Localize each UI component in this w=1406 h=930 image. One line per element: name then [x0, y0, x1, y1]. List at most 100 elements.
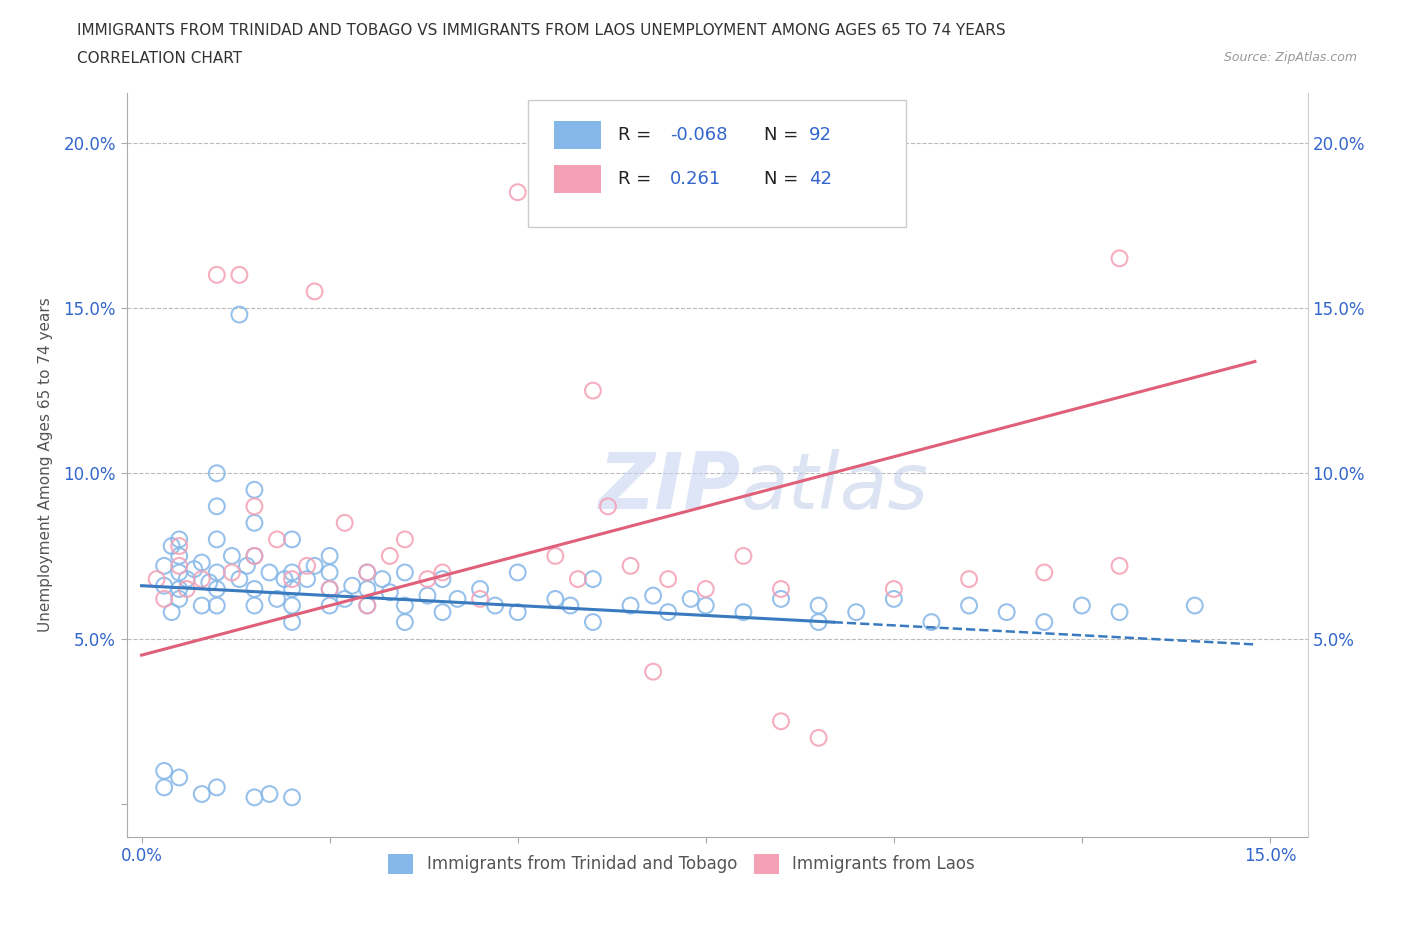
Point [883, 581, 905, 596]
Point [318, 565, 340, 580]
Point [167, 558, 190, 573]
Point [205, 498, 228, 513]
Point [153, 578, 176, 593]
Point [432, 565, 454, 580]
Point [176, 572, 198, 587]
Point [695, 598, 717, 613]
Y-axis label: Unemployment Among Ages 65 to 74 years: Unemployment Among Ages 65 to 74 years [38, 298, 52, 632]
Point [356, 565, 378, 580]
Point [153, 591, 176, 606]
Point [378, 585, 401, 600]
Point [153, 558, 176, 573]
Point [468, 581, 491, 596]
Point [582, 383, 605, 398]
Point [468, 591, 491, 606]
Point [733, 549, 755, 564]
Point [333, 591, 356, 606]
Point [432, 572, 454, 587]
Point [304, 558, 326, 573]
Point [356, 581, 378, 596]
Point [183, 562, 205, 577]
Point [318, 581, 340, 596]
Point [167, 591, 190, 606]
Point [733, 604, 755, 619]
Point [416, 588, 439, 603]
Point [205, 466, 228, 481]
Point [243, 498, 266, 513]
Point [1033, 615, 1056, 630]
Point [657, 572, 679, 587]
Point [228, 307, 250, 322]
Point [243, 515, 266, 530]
Point [273, 572, 295, 587]
Point [394, 598, 416, 613]
Point [394, 532, 416, 547]
Point [1108, 604, 1130, 619]
Point [356, 598, 378, 613]
Point [191, 598, 214, 613]
Text: 0.261: 0.261 [669, 170, 721, 188]
Point [920, 615, 942, 630]
Point [378, 549, 401, 564]
Point [281, 565, 304, 580]
Point [506, 604, 529, 619]
Point [153, 780, 176, 795]
Point [205, 268, 228, 283]
Point [281, 572, 304, 587]
Legend: Immigrants from Trinidad and Tobago, Immigrants from Laos: Immigrants from Trinidad and Tobago, Imm… [382, 847, 981, 881]
Point [160, 538, 183, 553]
Point [295, 558, 318, 573]
Point [957, 598, 980, 613]
Point [582, 572, 605, 587]
FancyBboxPatch shape [554, 166, 602, 193]
Point [484, 598, 506, 613]
Point [1184, 598, 1206, 613]
Point [1070, 598, 1092, 613]
FancyBboxPatch shape [554, 121, 602, 149]
Point [243, 549, 266, 564]
Point [769, 714, 792, 729]
Point [619, 558, 641, 573]
Point [281, 532, 304, 547]
Point [371, 572, 394, 587]
Point [506, 565, 529, 580]
Point [281, 790, 304, 804]
Text: IMMIGRANTS FROM TRINIDAD AND TOBAGO VS IMMIGRANTS FROM LAOS UNEMPLOYMENT AMONG A: IMMIGRANTS FROM TRINIDAD AND TOBAGO VS I… [77, 23, 1005, 38]
Point [167, 565, 190, 580]
Point [356, 565, 378, 580]
Point [1108, 251, 1130, 266]
Point [957, 572, 980, 587]
Point [191, 572, 214, 587]
Point [544, 591, 567, 606]
Point [567, 572, 589, 587]
Point [281, 598, 304, 613]
Point [883, 591, 905, 606]
Text: 92: 92 [810, 126, 832, 143]
Point [560, 598, 582, 613]
Point [679, 591, 702, 606]
Point [167, 538, 190, 553]
Point [243, 790, 266, 804]
Text: ZIP: ZIP [599, 449, 741, 525]
Text: R =: R = [617, 126, 651, 143]
Point [394, 615, 416, 630]
Text: Source: ZipAtlas.com: Source: ZipAtlas.com [1223, 51, 1357, 64]
Text: R =: R = [617, 170, 651, 188]
Point [167, 770, 190, 785]
Point [191, 787, 214, 802]
Point [995, 604, 1018, 619]
Point [191, 555, 214, 570]
Point [318, 598, 340, 613]
Text: 42: 42 [810, 170, 832, 188]
Text: CORRELATION CHART: CORRELATION CHART [77, 51, 242, 66]
Point [807, 598, 830, 613]
Point [243, 581, 266, 596]
Point [266, 532, 288, 547]
Point [769, 581, 792, 596]
Point [167, 581, 190, 596]
Point [769, 591, 792, 606]
Text: N =: N = [765, 170, 799, 188]
Point [243, 483, 266, 498]
Point [318, 581, 340, 596]
Point [205, 565, 228, 580]
